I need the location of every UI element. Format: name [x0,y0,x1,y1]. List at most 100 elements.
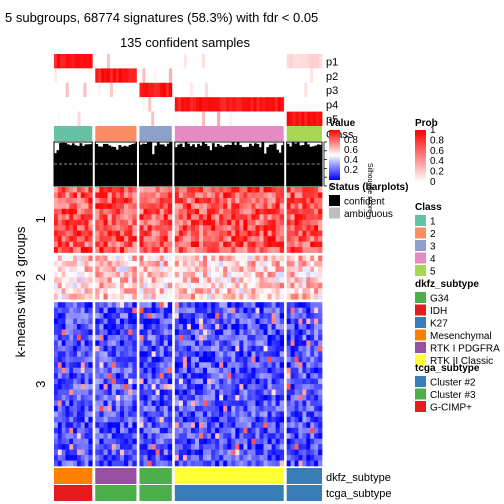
heatmap-cell [247,318,252,325]
prob-cell [220,68,224,83]
heatmap-cell [310,411,315,418]
heatmap-cell [298,288,303,295]
heatmap-cell [190,219,196,226]
heatmap-cell [279,367,285,374]
heatmap-cell [211,427,216,434]
prob-cell [202,68,206,83]
heatmap-cell [76,422,82,429]
heatmap-cell [255,345,260,352]
heatmap-cell [275,345,280,352]
heatmap-cell [69,219,74,226]
heatmap-cell [279,324,285,330]
heatmap-cell [163,449,169,456]
heatmap-cell [211,345,216,352]
heatmap-cell [99,433,104,440]
heatmap-cell [259,416,264,423]
heatmap-cell [61,389,66,396]
heatmap-cell [290,277,295,284]
heatmap-cell [132,395,137,401]
prob-cell [145,82,149,98]
heatmap-cell [174,411,180,418]
heatmap-cell [310,288,315,295]
heatmap-cell [247,288,252,295]
heatmap-cell [247,277,252,284]
heatmap-cell [227,260,232,267]
prob-cell [127,54,131,69]
heatmap-cell [223,307,228,314]
heatmap-cell [182,260,188,267]
heatmap-cell [80,225,85,232]
heatmap-cell [223,266,228,273]
heatmap-cell [182,241,188,248]
prob-cell [232,68,236,83]
heatmap-cell [61,422,66,429]
heatmap-cell [203,307,208,314]
silhouette-bar [166,143,170,186]
heatmap-cell [219,395,224,401]
heatmap-cell [103,288,108,295]
heatmap-cell [267,389,272,396]
heatmap-cell [128,340,133,347]
heatmap-cell [302,187,307,193]
heatmap-cell [194,362,200,369]
silhouette-bar [194,147,198,186]
heatmap-cell [286,241,291,248]
heatmap-cell [159,455,165,461]
heatmap-cell [318,340,323,347]
heatmap-cell [227,302,232,309]
heatmap-cell [267,351,272,358]
legend-status-swatch [329,207,340,219]
heatmap-cell [294,302,299,309]
heatmap-cell [54,260,59,267]
heatmap-cell [80,389,85,396]
heatmap-cell [107,416,113,423]
heatmap-cell [243,255,248,262]
heatmap-cell [294,334,299,341]
heatmap-cell [271,293,276,300]
heatmap-cell [302,362,307,369]
heatmap-cell [314,345,319,352]
heatmap-cell [76,351,82,358]
prob-cell [199,82,203,98]
heatmap-cell [267,378,272,385]
heatmap-cell [199,271,204,278]
heatmap-cell [275,356,280,363]
heatmap-cell [259,230,264,237]
heatmap-cell [267,219,272,226]
heatmap-cell [298,378,303,385]
heatmap-cell [255,293,260,300]
heatmap-cell [107,460,113,467]
heatmap-cell [80,329,85,336]
prob-cell [316,82,320,98]
prob-cell [62,54,67,69]
heatmap-cell [318,438,323,445]
heatmap-cell [159,433,165,440]
heatmap-cell [128,449,133,456]
heatmap-cell [298,282,303,289]
heatmap-cell [314,203,319,210]
heatmap-cell [54,266,59,273]
heatmap-cell [57,356,63,363]
heatmap-cell [199,208,204,215]
heatmap-cell [76,247,82,253]
heatmap-cell [119,449,125,456]
heatmap-cell [298,271,303,278]
heatmap-cell [215,367,220,374]
heatmap-cell [163,460,169,467]
heatmap-cell [235,340,240,347]
prob-cell [56,54,61,69]
prob-cell [307,54,311,69]
heatmap-cell [194,208,200,215]
heatmap-cell [128,282,133,289]
heatmap-cell [99,395,104,401]
heatmap-cell [99,307,104,314]
heatmap-cell [186,334,192,341]
heatmap-cell [69,405,74,412]
heatmap-cell [190,324,196,330]
heatmap-cell [190,214,196,221]
prob-cell [289,111,293,126]
heatmap-cell [182,356,188,363]
heatmap-cell [76,324,82,330]
heatmap-cell [65,313,70,319]
heatmap-cell [194,389,200,396]
